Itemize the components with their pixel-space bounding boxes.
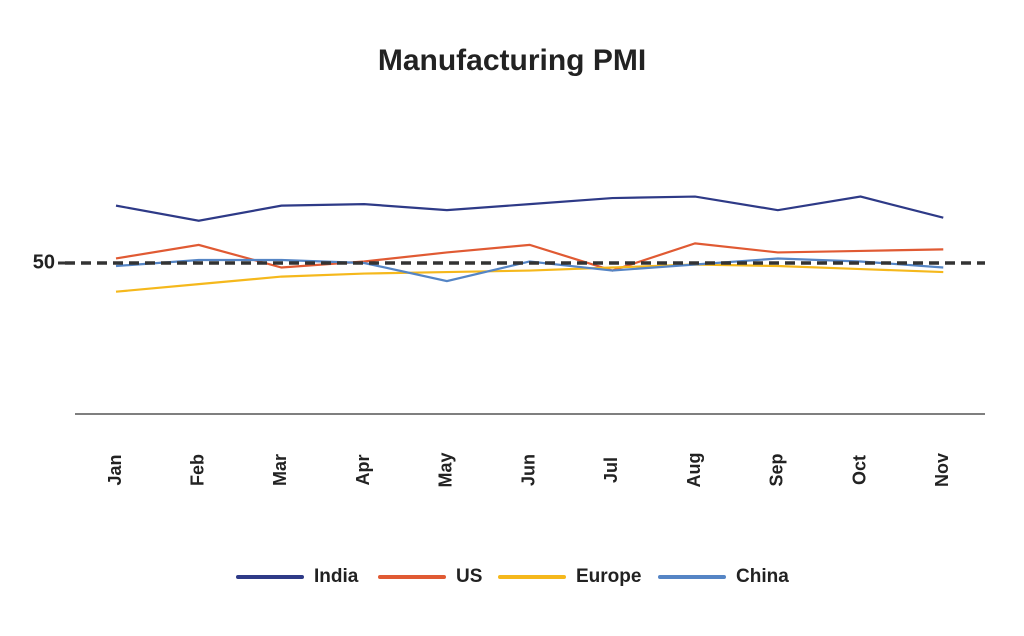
series-line [115,263,944,293]
x-tick-label: Jan [105,454,125,485]
x-tick-label: Feb [187,454,207,486]
legend-label: US [456,566,482,587]
x-tick-label: May [436,452,456,487]
x-tick-label: Apr [353,455,373,486]
legend-label: India [314,566,359,587]
chart-title: Manufacturing PMI [378,44,646,77]
x-tick-label: Oct [849,455,869,485]
x-tick-label: Aug [684,453,704,488]
x-tick-label: Mar [270,454,290,486]
legend-label: China [736,566,789,587]
y-tick-label: 50 [33,251,55,273]
x-tick-label: Jun [518,454,538,486]
legend-label: Europe [576,566,641,587]
x-tick-label: Sep [767,453,787,486]
x-tick-label: Jul [601,457,621,483]
x-tick-label: Nov [932,453,952,487]
series-line [115,195,944,222]
